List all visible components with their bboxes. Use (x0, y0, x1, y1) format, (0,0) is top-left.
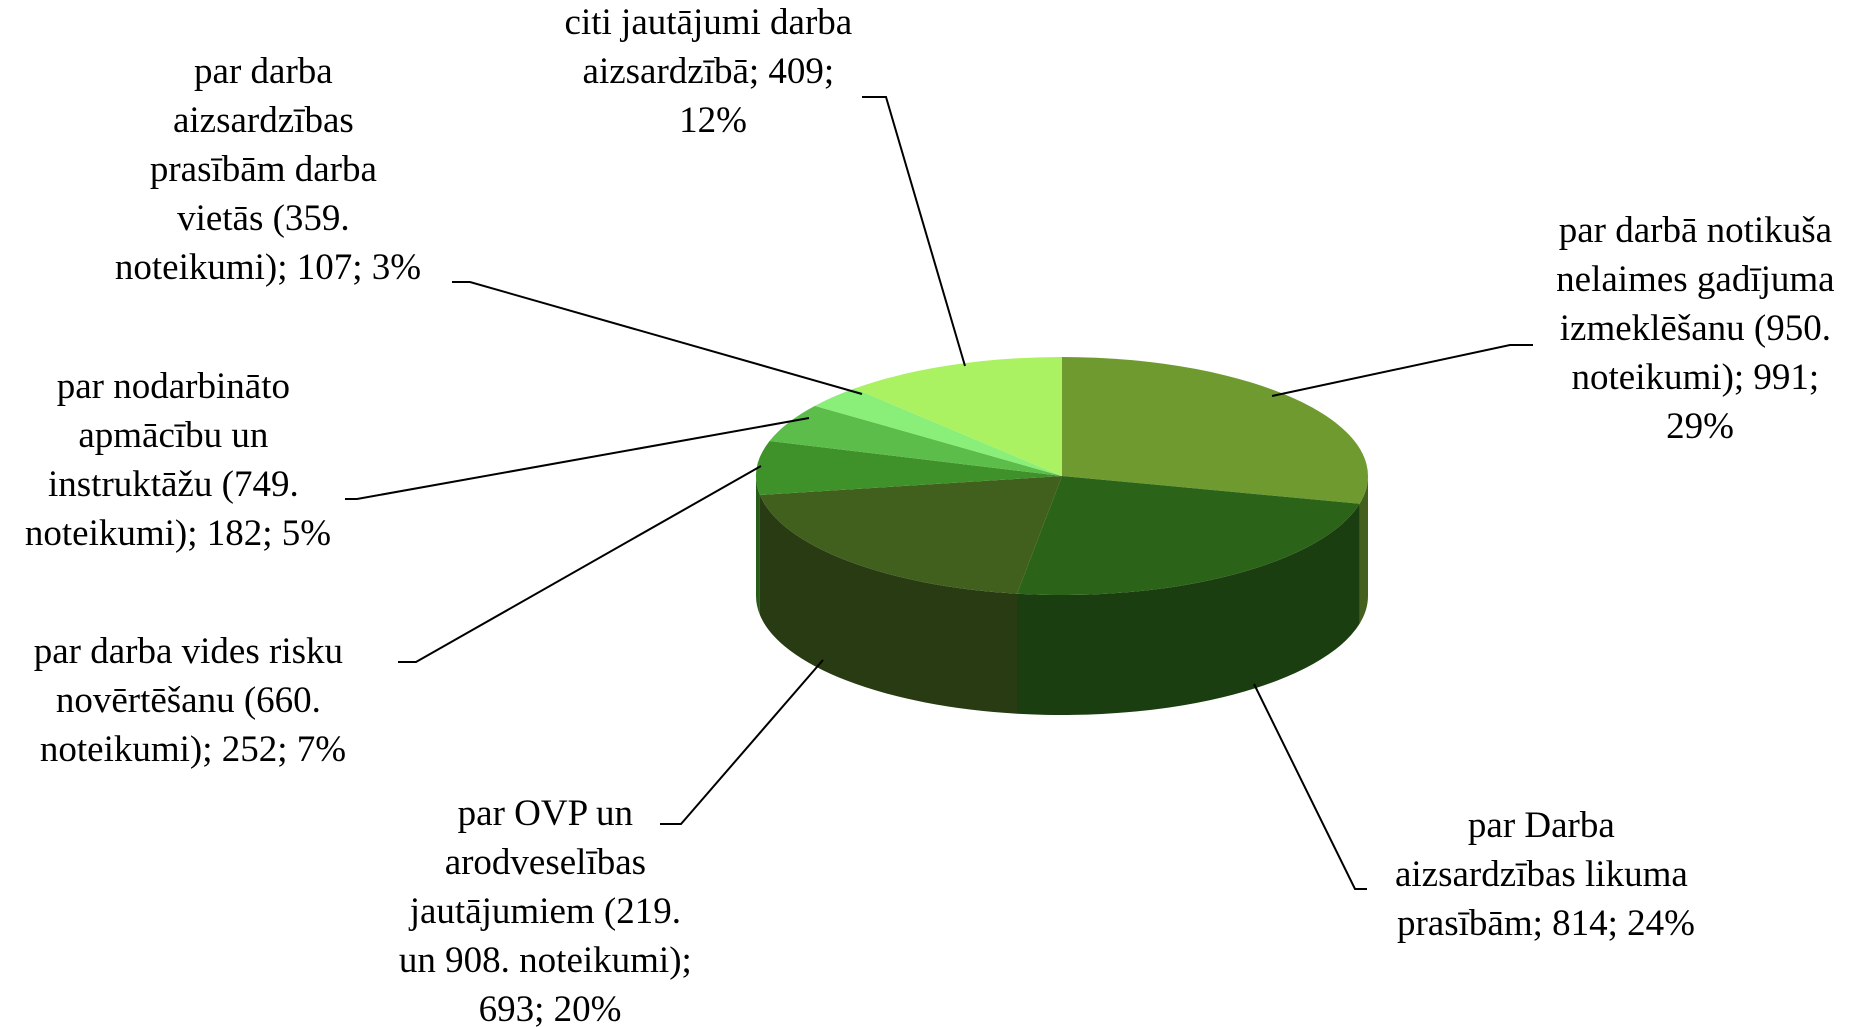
label-line: aizsardzības (173, 100, 363, 141)
label-line: vietās (359. (177, 198, 359, 239)
label-line: par OVP un (458, 793, 643, 834)
label-line: par nodarbināto (57, 366, 299, 407)
label-line: 693; 20% (479, 989, 622, 1027)
label-line: noteikumi); 107; 3% (115, 247, 421, 288)
label-line: 29% (1666, 406, 1734, 447)
label-line: noteikumi); 991; (1572, 357, 1829, 398)
leader-line (398, 465, 762, 663)
label-line: apmācību un (78, 415, 277, 456)
slice (1016, 476, 1360, 596)
label-line: jautājumiem (219. (408, 891, 691, 932)
slice-side (1359, 476, 1368, 624)
slice (814, 388, 1062, 476)
leader-line (660, 659, 824, 825)
leader-line (1271, 344, 1533, 397)
label-line: instruktāžu (749. (48, 464, 308, 505)
leader-line (452, 281, 863, 395)
label-line: prasībām darba (150, 149, 386, 190)
label-line: par darba vides risku (34, 631, 353, 672)
label-line: par Darba (1468, 805, 1624, 846)
leader-line (345, 417, 810, 500)
leader-line (1253, 683, 1367, 890)
label-line: novērtēšanu (660. (56, 680, 330, 721)
labels: par darbā notikuša nelaimes gadījuma izm… (25, 2, 1844, 1027)
pie-sides (756, 476, 1368, 716)
data-label: par OVP un arodveselības jautājumiem (21… (399, 793, 701, 1027)
data-label: par darbā notikuša nelaimes gadījuma izm… (1556, 210, 1844, 447)
label-line: noteikumi); 182; 5% (25, 513, 331, 554)
slice (769, 405, 1062, 476)
pie-tops (755, 357, 1368, 596)
data-label: par Darba aizsardzības likuma prasībām; … (1395, 805, 1697, 944)
data-label: citi jautājumi darba aizsardzībā; 409; 1… (565, 2, 862, 141)
label-line: noteikumi); 252; 7% (40, 729, 346, 770)
label-line: citi jautājumi darba (565, 2, 862, 43)
slice-side (1016, 503, 1360, 716)
leader-line (862, 96, 966, 367)
label-line: par darbā notikuša (1559, 210, 1842, 251)
label-line: prasībām; 814; 24% (1397, 903, 1695, 944)
slice-side (759, 495, 1017, 714)
label-line: par darba (194, 51, 342, 92)
data-label: par nodarbināto apmācību un instruktāžu … (25, 366, 331, 554)
data-label: par darba aizsardzības prasībām darba vi… (115, 51, 421, 288)
label-line: arodveselības (445, 842, 656, 883)
slice (759, 476, 1062, 594)
slice (1062, 357, 1368, 504)
slice (854, 357, 1062, 476)
label-line: izmeklēšanu (950. (1560, 308, 1841, 349)
label-line: 12% (679, 100, 747, 141)
slice-side (756, 476, 760, 616)
label-line: aizsardzības likuma (1395, 854, 1697, 895)
label-line: aizsardzībā; 409; (583, 51, 844, 92)
slice (755, 440, 1062, 496)
label-line: nelaimes gadījuma (1556, 259, 1844, 300)
data-label: par darba vides risku novērtēšanu (660. … (34, 631, 353, 770)
label-line: un 908. noteikumi); (399, 940, 701, 981)
